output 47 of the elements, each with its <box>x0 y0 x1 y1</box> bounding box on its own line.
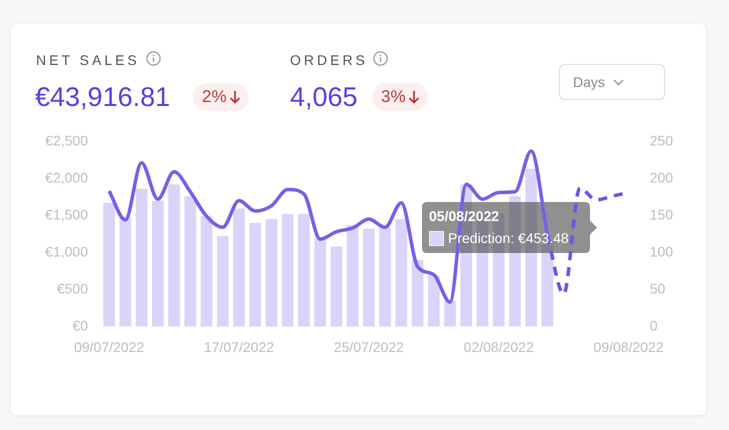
bar <box>395 219 408 326</box>
badge: 3% <box>372 83 428 111</box>
bar <box>363 228 375 326</box>
bar <box>103 202 115 326</box>
x-tick-label: 09/08/2022 <box>594 338 664 355</box>
y-tick-label: €500 <box>56 280 88 296</box>
bar <box>249 222 262 326</box>
y-tick-label: €1,500 <box>45 206 88 222</box>
dropdown: Days <box>559 64 665 100</box>
bar <box>542 245 554 326</box>
y2-tick-label: 100 <box>650 243 674 260</box>
x-tick-label: 02/08/2022 <box>464 338 534 355</box>
text: 4,065 <box>290 81 358 113</box>
bar <box>379 227 391 326</box>
bar <box>266 219 278 326</box>
y2-tick-label: 200 <box>650 169 674 186</box>
y-tick-label: €1,000 <box>45 243 88 260</box>
bar <box>428 275 440 326</box>
bar <box>168 184 180 326</box>
y-tick-label: €2,500 <box>45 132 88 148</box>
bar <box>200 216 212 326</box>
bar <box>330 246 342 326</box>
bar <box>412 260 424 326</box>
bar <box>444 300 456 326</box>
bar <box>282 214 294 326</box>
y2-tick-label: 150 <box>650 206 674 222</box>
bar <box>216 236 229 326</box>
y-tick-label: €0 <box>72 317 88 334</box>
bar <box>184 196 196 326</box>
y-tick-label: €2,000 <box>45 169 88 186</box>
x-tick-label: 17/07/2022 <box>204 338 274 355</box>
bar <box>120 216 132 326</box>
badge: 2% <box>193 83 249 111</box>
bar <box>233 208 245 326</box>
text: €43,916.81 <box>35 81 170 113</box>
y2-tick-label: 0 <box>650 317 658 334</box>
x-tick-label: 25/07/2022 <box>334 338 404 355</box>
text: ORDERS <box>290 52 368 68</box>
text: NET SALES <box>36 52 140 68</box>
bar <box>314 238 326 326</box>
bar <box>136 188 148 326</box>
y2-tick-label: 50 <box>650 280 666 296</box>
y2-tick-label: 250 <box>650 132 674 148</box>
bar <box>152 200 164 326</box>
bar <box>298 214 310 326</box>
bar <box>346 225 358 326</box>
x-tick-label: 09/07/2022 <box>74 338 144 355</box>
